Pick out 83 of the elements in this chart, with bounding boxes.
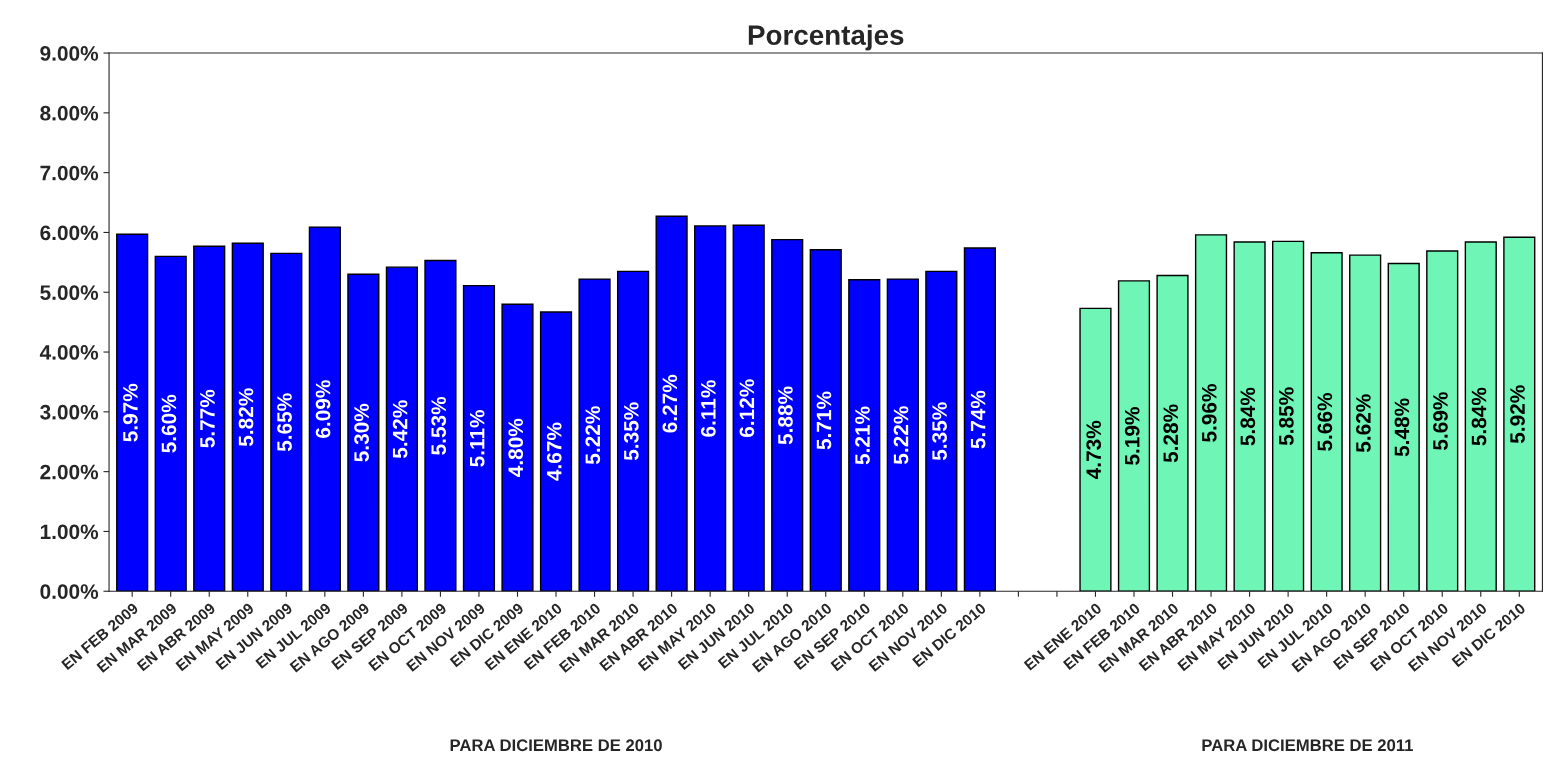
data-label: 4.73% bbox=[1086, 420, 1102, 480]
data-label: 5.84% bbox=[1240, 387, 1256, 446]
bar bbox=[809, 249, 842, 592]
bar bbox=[1503, 236, 1536, 592]
data-label: 5.35% bbox=[932, 402, 947, 461]
bar bbox=[1349, 254, 1382, 592]
bar bbox=[1387, 262, 1420, 592]
data-label: 5.53% bbox=[431, 396, 447, 455]
y-tick-label: 7.00% bbox=[40, 165, 99, 181]
y-tick-label: 9.00% bbox=[40, 46, 99, 61]
data-label: 5.71% bbox=[816, 391, 832, 450]
bar bbox=[848, 278, 881, 592]
bar bbox=[771, 238, 804, 592]
bar bbox=[886, 278, 919, 592]
data-label: 5.48% bbox=[1394, 398, 1410, 457]
data-label: 5.96% bbox=[1201, 384, 1217, 442]
data-label: 5.88% bbox=[778, 386, 793, 445]
bar bbox=[1310, 252, 1343, 592]
data-label: 5.21% bbox=[855, 406, 870, 465]
data-label: 5.85% bbox=[1278, 387, 1294, 446]
bar bbox=[1079, 307, 1112, 592]
data-label: 5.35% bbox=[623, 402, 639, 461]
data-label: 5.74% bbox=[970, 390, 986, 449]
chart-title: Porcentajes bbox=[748, 24, 904, 51]
y-tick-label: 8.00% bbox=[40, 105, 99, 121]
bar bbox=[694, 225, 727, 592]
bar bbox=[116, 233, 149, 592]
data-label: 5.19% bbox=[1124, 407, 1140, 465]
data-label: 5.30% bbox=[354, 403, 369, 462]
data-label: 5.82% bbox=[238, 388, 254, 447]
bar bbox=[1272, 240, 1305, 592]
bar bbox=[963, 247, 996, 592]
data-label: 5.69% bbox=[1433, 392, 1448, 451]
data-label: 6.11% bbox=[700, 380, 716, 437]
bar bbox=[1194, 234, 1228, 592]
y-tick-label: 6.00% bbox=[40, 225, 99, 241]
data-label: 5.22% bbox=[893, 406, 909, 465]
bar bbox=[578, 278, 611, 592]
bar bbox=[616, 270, 650, 592]
y-tick-label: 1.00% bbox=[40, 524, 99, 540]
bar bbox=[925, 270, 958, 592]
bar bbox=[1156, 274, 1189, 592]
data-label: 6.12% bbox=[739, 379, 755, 438]
data-label: 4.67% bbox=[546, 422, 562, 481]
data-label: 5.11% bbox=[469, 410, 485, 467]
data-label: 5.28% bbox=[1163, 404, 1179, 463]
y-tick-label: 3.00% bbox=[40, 404, 99, 420]
data-label: 5.65% bbox=[277, 393, 292, 452]
data-label: 5.97% bbox=[123, 383, 138, 442]
bar bbox=[539, 311, 573, 592]
bar bbox=[655, 215, 688, 592]
data-label: 5.84% bbox=[1471, 387, 1487, 446]
text: PARA DICIEMBRE DE 2010 bbox=[450, 739, 662, 752]
y-tick-label: 0.00% bbox=[40, 584, 99, 599]
data-label: 5.92% bbox=[1510, 385, 1525, 444]
data-label: 5.77% bbox=[200, 389, 215, 448]
bar bbox=[1464, 241, 1497, 592]
bar bbox=[501, 303, 534, 592]
bar bbox=[385, 266, 419, 592]
data-label: 5.22% bbox=[585, 406, 601, 465]
bar bbox=[1426, 250, 1459, 592]
data-label: 5.62% bbox=[1356, 394, 1371, 453]
bar bbox=[1233, 241, 1266, 592]
data-label: 6.09% bbox=[315, 380, 331, 438]
bar bbox=[270, 252, 303, 592]
bar bbox=[424, 259, 457, 592]
bar bbox=[193, 245, 226, 592]
data-label: 4.80% bbox=[508, 418, 524, 477]
y-tick-label: 4.00% bbox=[39, 345, 99, 360]
bar bbox=[462, 284, 496, 592]
y-tick-label: 2.00% bbox=[40, 464, 99, 480]
text: PARA DICIEMBRE DE 2011 bbox=[1202, 739, 1413, 752]
bar bbox=[732, 224, 765, 592]
data-label: 6.27% bbox=[662, 374, 678, 433]
y-tick-label: 5.00% bbox=[40, 285, 99, 301]
bar bbox=[347, 273, 380, 592]
bar bbox=[231, 242, 264, 592]
data-label: 5.66% bbox=[1317, 393, 1333, 451]
bar bbox=[308, 226, 341, 592]
bar bbox=[1117, 280, 1151, 592]
data-label: 5.42% bbox=[392, 400, 408, 459]
bar bbox=[154, 255, 187, 592]
data-label: 5.60% bbox=[161, 394, 177, 453]
